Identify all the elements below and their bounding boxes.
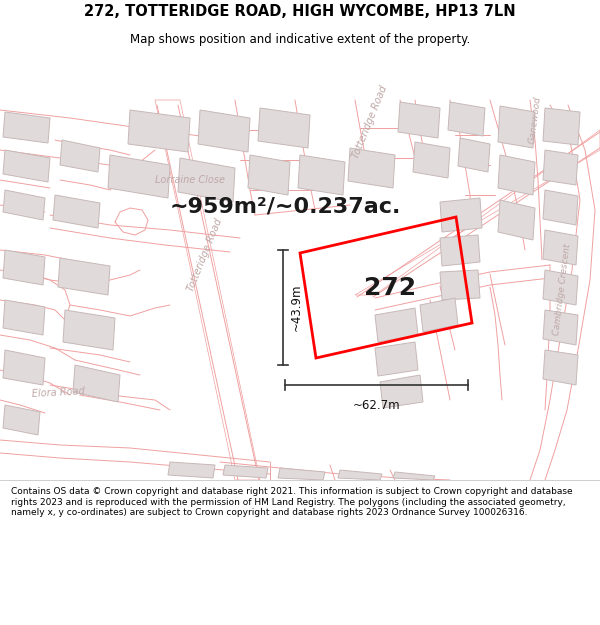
Polygon shape [420,298,458,332]
Polygon shape [223,465,268,478]
Polygon shape [543,310,578,345]
Polygon shape [458,138,490,172]
Text: Contains OS data © Crown copyright and database right 2021. This information is : Contains OS data © Crown copyright and d… [11,488,572,517]
Text: Lorraine Close: Lorraine Close [155,175,225,185]
Polygon shape [53,195,100,228]
Polygon shape [3,150,50,182]
Polygon shape [440,198,482,232]
Polygon shape [398,102,440,138]
Text: ~959m²/~0.237ac.: ~959m²/~0.237ac. [169,197,401,217]
Polygon shape [440,235,480,266]
Text: Cambridge Crescent: Cambridge Crescent [552,244,572,336]
Polygon shape [248,155,290,195]
Polygon shape [338,470,382,480]
Text: ~62.7m: ~62.7m [353,399,400,412]
Polygon shape [128,110,190,152]
Polygon shape [413,142,450,178]
Polygon shape [543,350,578,385]
Polygon shape [3,300,45,335]
Polygon shape [63,310,115,350]
Polygon shape [178,158,235,202]
Polygon shape [375,342,418,376]
Polygon shape [168,462,215,478]
Polygon shape [60,140,100,172]
Polygon shape [108,155,170,198]
Polygon shape [543,270,578,305]
Polygon shape [58,258,110,295]
Polygon shape [298,155,345,195]
Text: 272, TOTTERIDGE ROAD, HIGH WYCOMBE, HP13 7LN: 272, TOTTERIDGE ROAD, HIGH WYCOMBE, HP13… [84,4,516,19]
Text: Totteridge Road: Totteridge Road [351,84,389,160]
Text: Elora Road: Elora Road [31,387,85,399]
Polygon shape [543,108,580,145]
Polygon shape [375,308,418,342]
Text: Totteridge Road: Totteridge Road [186,217,224,293]
Polygon shape [3,112,50,143]
Polygon shape [3,190,45,220]
Polygon shape [543,190,578,225]
Polygon shape [278,468,325,480]
Polygon shape [543,230,578,265]
Polygon shape [498,155,535,195]
Polygon shape [73,365,120,402]
Polygon shape [543,150,578,185]
Polygon shape [498,200,535,240]
Polygon shape [380,375,423,408]
Polygon shape [198,110,250,152]
Polygon shape [348,148,395,188]
Text: ~43.9m: ~43.9m [290,284,303,331]
Text: 272: 272 [364,276,416,300]
Text: Ganewood: Ganewood [527,96,542,144]
Polygon shape [448,102,485,136]
Text: Map shows position and indicative extent of the property.: Map shows position and indicative extent… [130,32,470,46]
Polygon shape [3,250,45,285]
Polygon shape [3,405,40,435]
Polygon shape [440,270,480,300]
Polygon shape [3,350,45,385]
Polygon shape [258,108,310,148]
Polygon shape [393,472,435,480]
Polygon shape [498,106,535,148]
